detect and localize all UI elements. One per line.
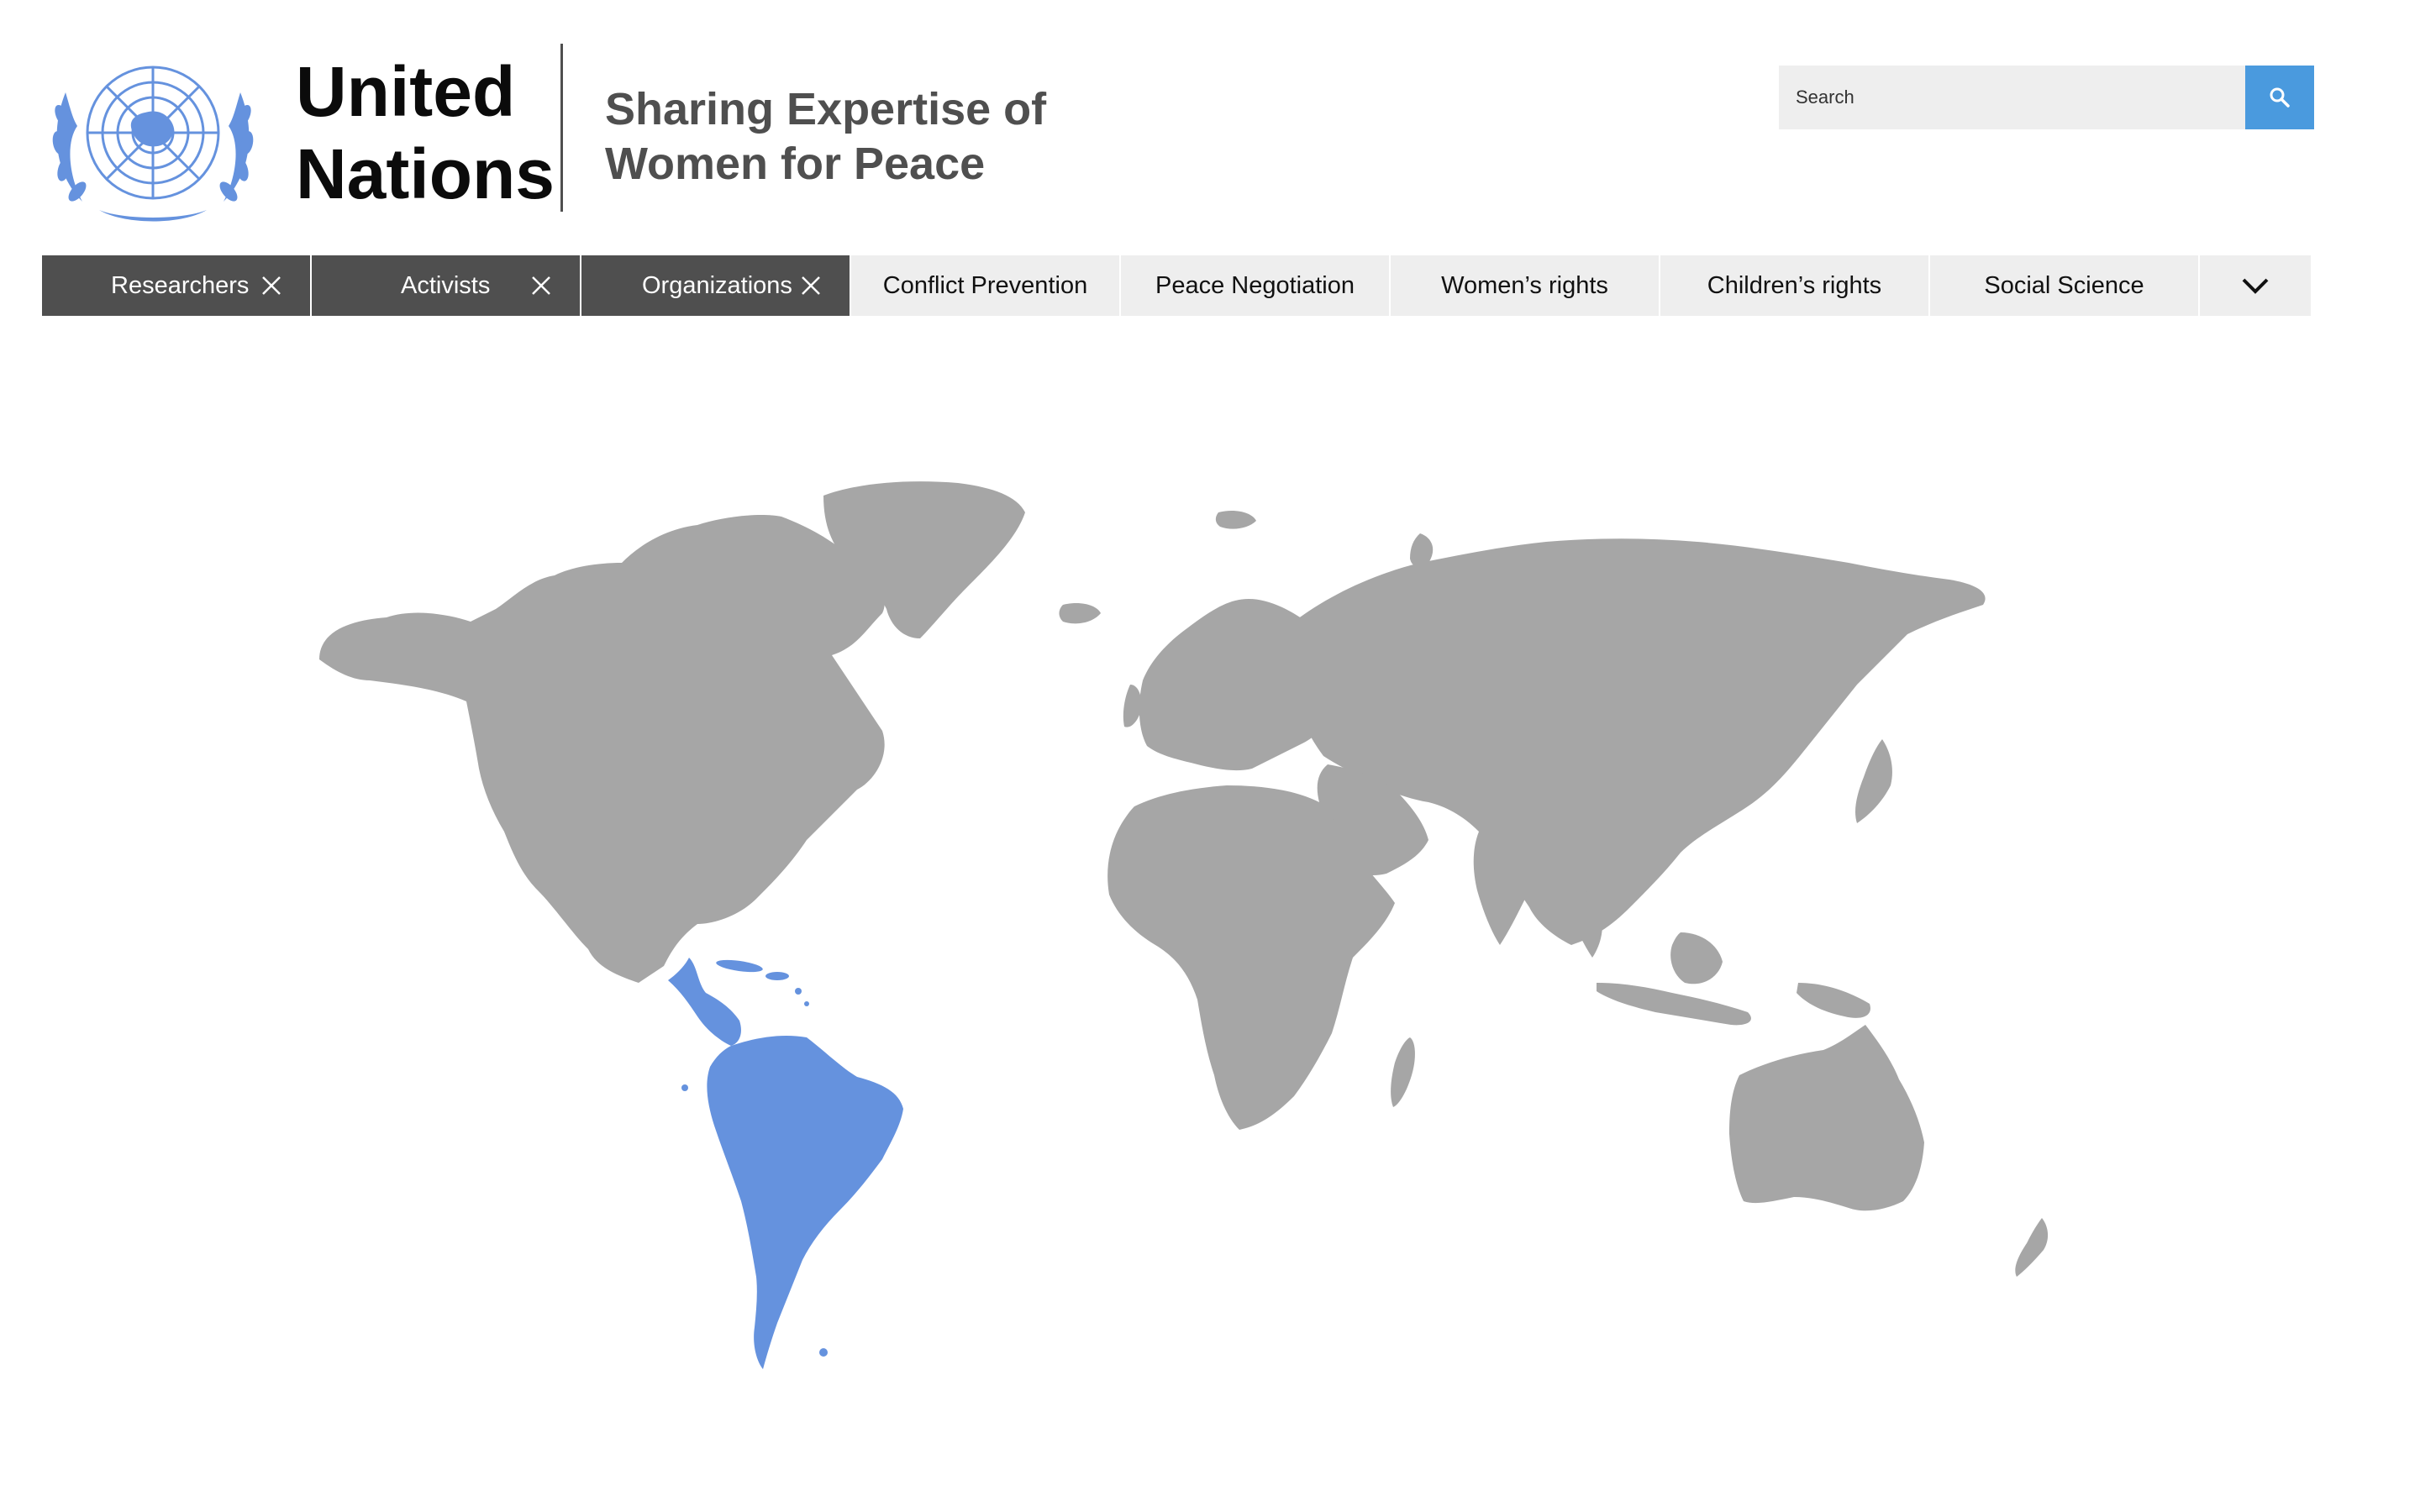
filter-tab-label: Activists xyxy=(401,271,491,299)
filter-tab-label: Peace Negotiation xyxy=(1155,271,1355,299)
site-tagline-line1: Sharing Expertise of xyxy=(605,84,1047,134)
japan[interactable] xyxy=(1854,739,1892,823)
galapagos-islet[interactable] xyxy=(681,1084,688,1091)
un-emblem-icon[interactable] xyxy=(40,42,266,231)
filter-tab-label: Children’s rights xyxy=(1707,271,1882,299)
filter-tab-peace-negotiation[interactable]: Peace Negotiation xyxy=(1121,255,1389,316)
close-icon[interactable] xyxy=(260,274,283,297)
indonesia[interactable] xyxy=(1597,983,1751,1026)
search-icon xyxy=(2270,87,2290,108)
cuba[interactable] xyxy=(715,958,763,974)
site-header: United Nations Sharing Expertise of Wome… xyxy=(0,0,2420,244)
filter-tab-social-science[interactable]: Social Science xyxy=(1930,255,2198,316)
land-masses xyxy=(319,481,2049,1277)
falklands-islet[interactable] xyxy=(819,1348,828,1357)
filter-tab-womens-rights[interactable]: Women’s rights xyxy=(1391,255,1659,316)
new-zealand[interactable] xyxy=(2015,1218,2049,1277)
svalbard[interactable] xyxy=(1215,511,1256,529)
filter-tab-label: Organizations xyxy=(642,271,792,299)
filter-tab-bar: Researchers Activists Organizations Conf… xyxy=(42,255,2315,316)
north-america[interactable] xyxy=(319,515,885,983)
filter-tab-label: Conflict Prevention xyxy=(882,271,1088,299)
australia[interactable] xyxy=(1729,1025,1924,1211)
search-input[interactable] xyxy=(1779,66,2245,129)
organization-name-line1: United xyxy=(296,52,516,131)
more-filters-button[interactable] xyxy=(2200,255,2311,316)
organization-name: United Nations xyxy=(296,50,555,215)
latin-america-highlight[interactable] xyxy=(668,958,903,1369)
filter-tab-label: Social Science xyxy=(1984,271,2144,299)
search-bar xyxy=(1779,66,2314,129)
british-isles[interactable] xyxy=(1123,685,1142,727)
iceland[interactable] xyxy=(1059,603,1101,624)
filter-tab-childrens-rights[interactable]: Children’s rights xyxy=(1660,255,1928,316)
filter-tab-activists[interactable]: Activists xyxy=(312,255,580,316)
south-america[interactable] xyxy=(707,1036,903,1369)
new-guinea[interactable] xyxy=(1797,983,1870,1018)
filter-tab-conflict-prevention[interactable]: Conflict Prevention xyxy=(851,255,1119,316)
site-tagline-line2: Women for Peace xyxy=(605,139,986,189)
site-tagline: Sharing Expertise of Women for Peace xyxy=(605,82,1046,192)
filter-tab-organizations[interactable]: Organizations xyxy=(581,255,850,316)
southeast-asia[interactable] xyxy=(1560,874,1602,958)
world-map xyxy=(319,481,2049,1369)
madagascar[interactable] xyxy=(1391,1037,1415,1107)
chevron-down-icon xyxy=(2242,278,2269,294)
novaya-zemlya[interactable] xyxy=(1410,533,1434,568)
borneo[interactable] xyxy=(1670,932,1723,984)
organization-name-line2: Nations xyxy=(296,134,555,213)
filter-tab-label: Women’s rights xyxy=(1441,271,1608,299)
central-america[interactable] xyxy=(668,958,741,1046)
indian-subcontinent[interactable] xyxy=(1473,832,1534,945)
close-icon[interactable] xyxy=(529,274,553,297)
search-button[interactable] xyxy=(2245,66,2314,129)
africa[interactable] xyxy=(1107,785,1395,1130)
filter-tab-label: Researchers xyxy=(111,271,250,299)
caribbean-islet[interactable] xyxy=(795,988,802,995)
hispaniola[interactable] xyxy=(765,972,789,980)
filter-tab-researchers[interactable]: Researchers xyxy=(42,255,310,316)
asia[interactable] xyxy=(1292,538,1986,945)
greenland[interactable] xyxy=(823,481,1025,638)
europe[interactable] xyxy=(1139,599,1338,771)
header-divider xyxy=(560,44,563,212)
close-icon[interactable] xyxy=(799,274,823,297)
caribbean-islet[interactable] xyxy=(804,1001,809,1006)
